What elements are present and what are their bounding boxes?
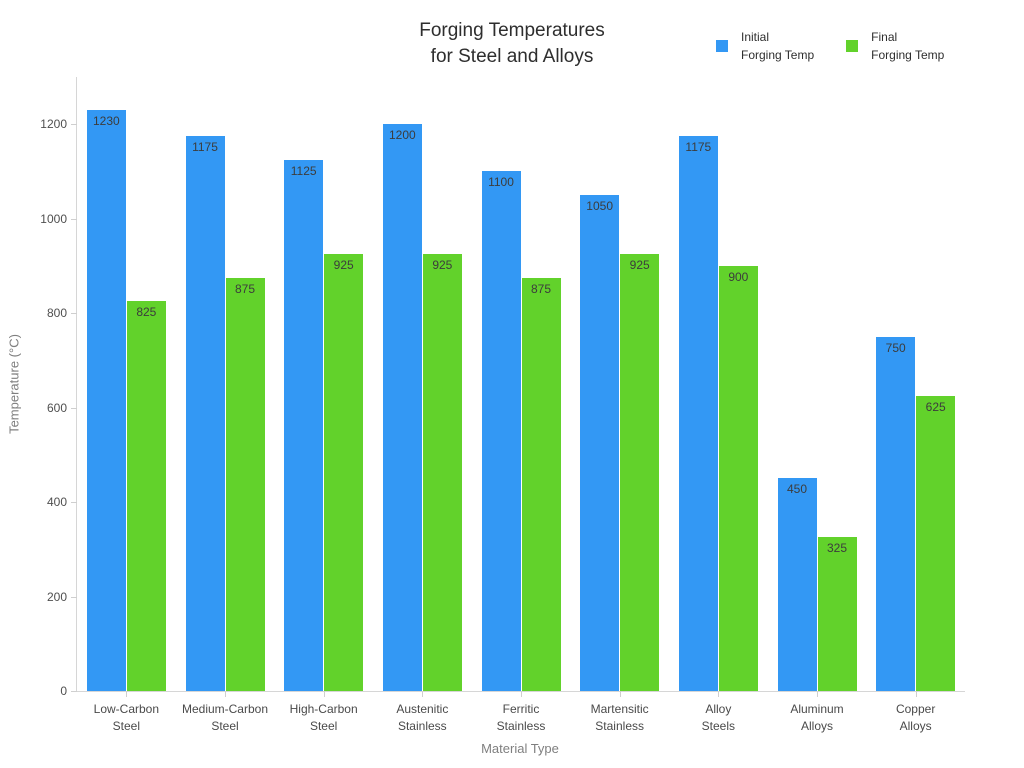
bar-value-label: 825 (136, 305, 157, 319)
x-tick-mark (225, 691, 226, 697)
bar-value-label: 1100 (488, 175, 514, 189)
bar-initial[interactable]: 1230 (86, 110, 126, 691)
bar-final[interactable]: 825 (126, 301, 166, 691)
bar-value-label: 925 (333, 258, 354, 272)
bar-initial[interactable]: 1175 (678, 136, 718, 691)
chart-title: Forging Temperatures for Steel and Alloy… (419, 20, 605, 68)
y-tick-label: 400 (46, 495, 67, 510)
bar-value-label: 1175 (685, 140, 712, 154)
x-tick-mark (126, 691, 128, 697)
bar-final[interactable]: 325 (817, 537, 857, 691)
y-tick-label: 1200 (40, 117, 67, 132)
bar-final[interactable]: 925 (324, 254, 364, 691)
bar-final[interactable]: 875 (225, 278, 265, 691)
bar-value-label: 875 (234, 282, 256, 296)
legend-item-initial-forging-temp[interactable]: Initial Forging Temp (716, 28, 814, 64)
y-tick-mark (71, 407, 77, 409)
bar-initial[interactable]: 1100 (481, 171, 521, 691)
bar-value-label: 925 (629, 258, 650, 272)
x-tick-mark (718, 691, 720, 697)
bar-value-label: 1125 (290, 164, 317, 178)
legend-swatch-initial-icon (716, 40, 728, 52)
x-tick-mark (619, 691, 621, 697)
bar-initial[interactable]: 1175 (185, 136, 225, 691)
legend-swatch-final-icon (846, 40, 859, 52)
y-tick-mark (71, 218, 77, 220)
bar-value-label: 450 (786, 482, 808, 496)
y-tick-mark (71, 502, 77, 504)
y-tick-label: 600 (46, 400, 67, 415)
bar-final[interactable]: 925 (422, 254, 462, 691)
bar-initial[interactable]: 450 (777, 478, 817, 691)
bar-value-label: 750 (885, 341, 906, 355)
bar-final[interactable]: 925 (620, 254, 660, 691)
x-tick-label: Medium-Carbon Steel (181, 702, 269, 734)
y-tick-mark (71, 124, 77, 126)
x-tick-label: Austenitic Stainless (396, 702, 449, 734)
y-tick-label: 800 (46, 306, 67, 321)
x-tick-label: High-Carbon Steel (289, 702, 358, 734)
x-tick-mark (521, 691, 522, 697)
y-tick-mark (71, 313, 77, 315)
x-tick-label: Alloy Steels (701, 702, 735, 734)
x-tick-label: Ferritic Stainless (496, 702, 546, 734)
bar-final[interactable]: 900 (718, 266, 758, 691)
legend: Initial Forging Temp Final Forging Temp (716, 28, 944, 64)
bar-value-label: 1200 (388, 128, 416, 142)
x-tick-label: Copper Alloys (895, 702, 936, 734)
bar-initial[interactable]: 1050 (580, 195, 620, 691)
x-axis-title: Material Type (481, 741, 559, 756)
bar-value-label: 925 (432, 258, 453, 272)
x-tick-label: Aluminum Alloys (790, 702, 844, 734)
x-tick-label: Martensitic Stainless (590, 702, 649, 734)
bar-value-label: 325 (826, 541, 848, 555)
x-tick-mark (422, 691, 424, 697)
bar-final[interactable]: 625 (916, 396, 956, 691)
y-tick-mark (71, 691, 77, 692)
y-tick-label: 0 (60, 684, 67, 698)
x-tick-label: Low-Carbon Steel (93, 702, 160, 734)
bar-final[interactable]: 875 (521, 278, 561, 691)
legend-label-final: Final Forging Temp (871, 30, 945, 62)
y-axis-title: Temperature (°C) (6, 334, 22, 434)
bar-value-label: 1050 (586, 199, 613, 213)
bar-initial[interactable]: 750 (876, 337, 916, 691)
bar-value-label: 1175 (192, 140, 218, 154)
y-tick-mark (71, 596, 77, 598)
x-tick-mark (915, 691, 917, 697)
x-tick-mark (817, 691, 818, 697)
y-tick-label: 200 (46, 589, 67, 604)
x-tick-mark (323, 691, 325, 697)
bar-value-label: 875 (530, 282, 552, 296)
bar-value-label: 625 (925, 400, 946, 414)
legend-label-initial: Initial Forging Temp (741, 30, 815, 62)
plot-area: 0 200 400 600 800 1000 1200 Low-Carbon Steel 123… (40, 77, 965, 733)
bar-initial[interactable]: 1200 (382, 124, 422, 691)
legend-item-final-forging-temp[interactable]: Final Forging Temp (846, 28, 944, 64)
y-tick-label: 1000 (40, 211, 67, 226)
bar-value-label: 900 (728, 270, 749, 284)
bar-value-label: 1230 (92, 114, 120, 128)
bar-initial[interactable]: 1125 (284, 160, 324, 691)
